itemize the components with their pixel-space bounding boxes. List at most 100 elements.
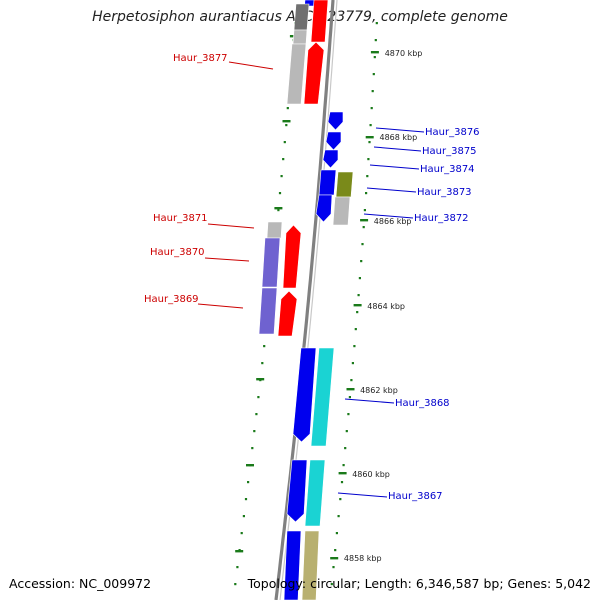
guide-dot <box>234 583 237 586</box>
guide-dot <box>286 107 289 110</box>
major-tick <box>370 51 379 54</box>
gene-label-forward[interactable]: Haur_3873 <box>417 187 472 198</box>
outer-right-guide <box>330 22 378 586</box>
gene-features <box>258 0 354 600</box>
gene-label-reverse[interactable]: Haur_3871 <box>153 213 208 224</box>
guide-dot <box>361 243 364 246</box>
genome-summary: Topology: circular; Length: 6,346,587 bp… <box>247 576 591 591</box>
gene-label-forward[interactable]: Haur_3874 <box>420 164 475 175</box>
gene-label-forward[interactable]: Haur_3868 <box>395 398 450 409</box>
gene-block-grey[interactable] <box>332 196 351 226</box>
major-tick <box>353 304 362 307</box>
guide-dot <box>351 362 354 365</box>
guide-dot <box>357 294 360 297</box>
gene-block-grey[interactable] <box>286 43 307 105</box>
gene-block-olive[interactable] <box>335 171 354 198</box>
major-tick <box>338 472 347 475</box>
guide-dot <box>244 498 248 501</box>
guide-dot <box>368 141 371 144</box>
guide-dot <box>253 430 256 433</box>
guide-dot <box>353 345 356 348</box>
guide-dot <box>332 566 335 569</box>
major-tick <box>346 388 355 391</box>
guide-dot <box>373 56 376 59</box>
gene-block-blue[interactable] <box>327 111 344 131</box>
major-tick <box>256 378 265 381</box>
gene-block-blue[interactable] <box>286 459 308 523</box>
guide-dot <box>367 158 370 161</box>
major-tick <box>330 557 339 560</box>
major-tick <box>235 550 244 553</box>
gene-label-forward[interactable]: Haur_3875 <box>422 146 477 157</box>
guide-dot <box>344 447 347 450</box>
guide-dot <box>240 532 243 535</box>
gene-block-red[interactable] <box>310 0 329 43</box>
gene-labels: Haur_3877 Haur_3871 Haur_3870 Haur_3869 Haur… <box>144 53 480 502</box>
gene-block-grey[interactable] <box>266 221 283 239</box>
gene-block-blue[interactable] <box>283 530 302 600</box>
leader-line <box>373 146 422 152</box>
guide-dot <box>282 158 285 161</box>
gene-block-blue[interactable] <box>318 169 337 196</box>
guide-dot <box>369 124 372 127</box>
guide-dot <box>348 396 351 399</box>
leader-line <box>207 223 255 229</box>
guide-dot <box>242 515 245 518</box>
guide-dot <box>285 124 288 127</box>
major-tick <box>282 120 291 123</box>
gene-block-cyan[interactable] <box>310 347 335 447</box>
gene-label-forward[interactable]: Haur_3872 <box>414 213 469 224</box>
guide-dot <box>356 311 359 314</box>
guide-dot <box>358 277 361 280</box>
guide-dot <box>365 192 368 195</box>
gene-label-forward[interactable]: Haur_3876 <box>425 127 480 138</box>
gene-block-grey[interactable] <box>292 29 308 45</box>
gene-block-purple[interactable] <box>258 287 278 335</box>
guide-dot <box>263 345 266 348</box>
major-tick <box>365 136 374 139</box>
guide-dot <box>374 39 377 42</box>
gene-label-reverse[interactable]: Haur_3870 <box>150 247 205 258</box>
gene-block-blue[interactable] <box>325 131 342 151</box>
guide-dot <box>280 175 283 178</box>
guide-dot <box>236 566 239 569</box>
leader-line <box>337 492 388 498</box>
leader-line <box>363 213 414 219</box>
gene-block-red[interactable] <box>277 290 298 337</box>
gene-block-blue[interactable] <box>292 347 317 443</box>
gene-label-reverse[interactable]: Haur_3877 <box>173 53 228 64</box>
guide-dot <box>350 379 353 382</box>
guide-dot <box>247 481 250 484</box>
scale-label: 4858 kbp <box>344 554 382 563</box>
gene-block-cyan[interactable] <box>304 459 326 527</box>
leader-line <box>228 61 274 70</box>
scale-label: 4864 kbp <box>367 302 405 311</box>
guide-dot <box>255 413 258 416</box>
scale-label: 4868 kbp <box>380 133 418 142</box>
guide-dot <box>375 22 378 25</box>
guide-dot <box>283 141 286 144</box>
guide-dot <box>345 430 348 433</box>
gene-block-darkgrey[interactable] <box>293 3 310 31</box>
guide-dot <box>334 549 337 552</box>
gene-label-forward[interactable]: Haur_3867 <box>388 491 443 502</box>
leader-line <box>344 398 395 404</box>
gene-block-red[interactable] <box>303 41 325 105</box>
guide-dot <box>339 498 342 501</box>
gene-block-khaki[interactable] <box>301 530 320 600</box>
gene-block-blue[interactable] <box>315 194 333 223</box>
guide-dot <box>342 464 345 467</box>
guide-dot <box>366 175 369 178</box>
gene-label-reverse[interactable]: Haur_3869 <box>144 294 199 305</box>
guide-dot <box>340 481 344 484</box>
guide-dot <box>371 90 374 93</box>
gene-block-red[interactable] <box>282 224 302 289</box>
gene-block-blue[interactable] <box>322 149 339 169</box>
guide-dot <box>251 447 254 450</box>
guide-dot <box>337 515 340 518</box>
guide-dot <box>335 532 338 535</box>
leader-line <box>369 164 420 170</box>
gene-block-purple[interactable] <box>261 237 281 288</box>
